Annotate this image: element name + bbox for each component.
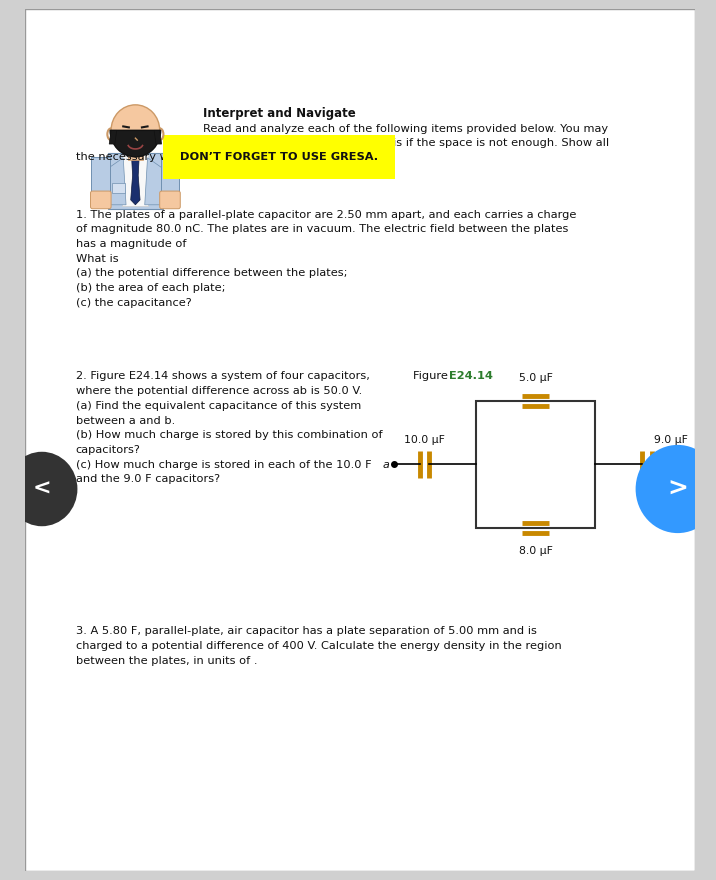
Text: charged to a potential difference of 400 V. Calculate the energy density in the : charged to a potential difference of 400…: [76, 641, 561, 651]
Polygon shape: [154, 130, 162, 144]
Text: where the potential difference across ab is 50.0 V.: where the potential difference across ab…: [76, 386, 362, 396]
Text: 9.0 μF: 9.0 μF: [654, 435, 688, 445]
Text: Figure: Figure: [413, 371, 452, 381]
Text: 2. Figure E24.14 shows a system of four capacitors,: 2. Figure E24.14 shows a system of four …: [76, 371, 369, 381]
Text: >: >: [667, 477, 688, 501]
Text: use another sheet of paper for this if the space is not enough. Show all: use another sheet of paper for this if t…: [203, 138, 609, 148]
Polygon shape: [131, 158, 140, 205]
FancyBboxPatch shape: [90, 191, 111, 209]
Text: (b) How much charge is stored by this combination of: (b) How much charge is stored by this co…: [76, 430, 382, 440]
FancyBboxPatch shape: [92, 157, 110, 196]
Text: E24.14: E24.14: [449, 371, 493, 381]
Circle shape: [636, 445, 716, 533]
FancyBboxPatch shape: [160, 191, 180, 209]
Polygon shape: [110, 130, 117, 144]
FancyBboxPatch shape: [122, 155, 148, 206]
Text: (c) How much charge is stored in each of the 10.0 F: (c) How much charge is stored in each of…: [76, 459, 371, 470]
FancyBboxPatch shape: [128, 146, 143, 160]
Text: What is: What is: [76, 253, 118, 264]
Text: the necessary work.: the necessary work.: [76, 152, 194, 162]
Text: and the 9.0 F capacitors?: and the 9.0 F capacitors?: [76, 474, 220, 484]
Text: <: <: [32, 479, 52, 499]
Text: capacitors?: capacitors?: [76, 445, 140, 455]
Polygon shape: [110, 158, 126, 205]
Text: between a and b.: between a and b.: [76, 415, 175, 426]
Text: 3. A 5.80 F, parallel-plate, air capacitor has a plate separation of 5.00 mm and: 3. A 5.80 F, parallel-plate, air capacit…: [76, 627, 536, 636]
Text: DON’T FORGET TO USE GRESA.: DON’T FORGET TO USE GRESA.: [180, 152, 378, 162]
Text: a: a: [383, 459, 390, 470]
Text: 5.0 μF: 5.0 μF: [518, 373, 553, 383]
Text: (b) the area of each plate;: (b) the area of each plate;: [76, 283, 225, 293]
Polygon shape: [145, 158, 162, 205]
FancyBboxPatch shape: [25, 9, 695, 871]
FancyBboxPatch shape: [108, 153, 163, 209]
Text: 1. The plates of a parallel-plate capacitor are 2.50 mm apart, and each carries : 1. The plates of a parallel-plate capaci…: [76, 209, 576, 220]
Text: of magnitude 80.0 nC. The plates are in vacuum. The electric field between the p: of magnitude 80.0 nC. The plates are in …: [76, 224, 568, 234]
Text: 10.0 μF: 10.0 μF: [404, 435, 445, 445]
Text: 8.0 μF: 8.0 μF: [518, 546, 553, 556]
Text: has a magnitude of: has a magnitude of: [76, 239, 186, 249]
Circle shape: [6, 451, 77, 526]
Text: Read and analyze each of the following items provided below. You may: Read and analyze each of the following i…: [203, 124, 608, 135]
Text: (a) the potential difference between the plates;: (a) the potential difference between the…: [76, 268, 347, 278]
Text: between the plates, in units of .: between the plates, in units of .: [76, 656, 257, 665]
FancyBboxPatch shape: [112, 183, 125, 193]
Text: (c) the capacitance?: (c) the capacitance?: [76, 298, 191, 308]
Text: (a) Find the equivalent capacitance of this system: (a) Find the equivalent capacitance of t…: [76, 400, 361, 411]
Wedge shape: [110, 130, 160, 157]
FancyBboxPatch shape: [160, 157, 179, 196]
Text: Interpret and Navigate: Interpret and Navigate: [203, 106, 355, 120]
Circle shape: [111, 105, 160, 156]
